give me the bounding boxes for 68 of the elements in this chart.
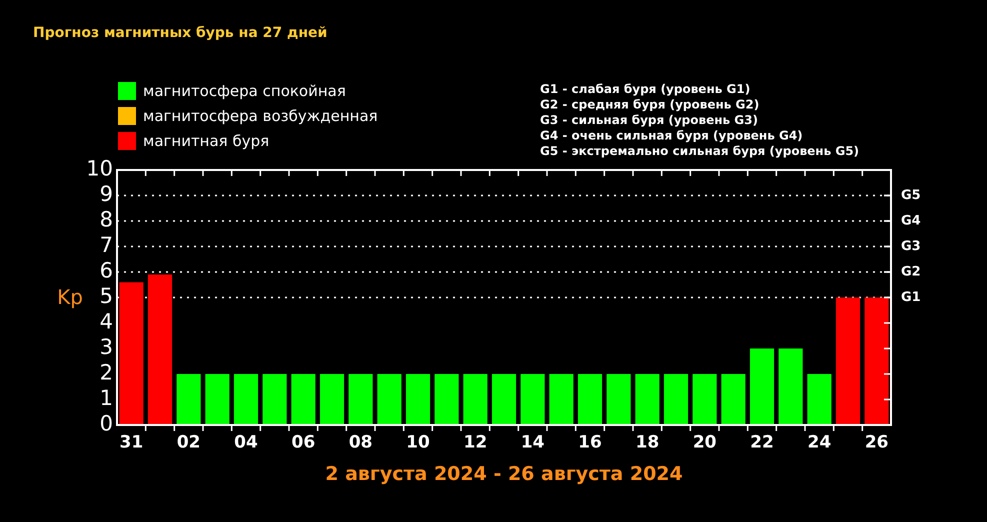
y-tick-label: 6 <box>100 258 113 282</box>
bar <box>234 374 258 425</box>
bar <box>864 298 889 425</box>
y-tick-label: 0 <box>100 411 113 436</box>
x-tick-label: 12 <box>463 432 488 453</box>
ref-line-label: G2 <box>901 264 921 280</box>
bar <box>836 298 860 425</box>
text: G3 - сильная буря (уровень G3) <box>540 113 758 127</box>
bar <box>721 374 746 425</box>
bar <box>750 348 774 425</box>
y-tick-label: 1 <box>100 386 113 410</box>
ref-line-label: G4 <box>901 213 921 228</box>
x-axis-title: 2 августа 2024 - 26 августа 2024 <box>325 463 683 485</box>
bar <box>549 374 574 425</box>
bar <box>205 374 230 425</box>
bar <box>434 374 459 425</box>
text: G1 - слабая буря (уровень G1) <box>540 82 750 96</box>
x-tick-label: 18 <box>635 432 660 453</box>
y-tick-label: 5 <box>100 284 113 308</box>
y-tick-label: 7 <box>100 232 113 257</box>
bar <box>492 374 516 425</box>
y-axis-title: Kp <box>57 285 83 309</box>
legend-label: магнитосфера спокойная <box>143 82 346 100</box>
bar <box>291 374 316 425</box>
y-tick-label: 4 <box>100 309 113 334</box>
x-tick-label: 08 <box>348 432 373 453</box>
legend-label: магнитная буря <box>143 132 270 150</box>
chart-title: Прогноз магнитных бурь на 27 дней <box>33 25 328 41</box>
bar <box>176 374 201 425</box>
bar <box>778 348 803 425</box>
bar <box>692 374 717 425</box>
bar <box>119 282 144 425</box>
text: G2 - средняя буря (уровень G2) <box>540 98 760 112</box>
y-tick-label: 2 <box>100 360 113 384</box>
text: G4 - очень сильная буря (уровень G4) <box>540 128 803 142</box>
ref-line-label: G3 <box>901 238 921 254</box>
x-tick-label: 06 <box>291 432 316 453</box>
x-tick-label: 02 <box>176 432 201 453</box>
bar <box>520 374 545 425</box>
x-tick-label: 24 <box>807 432 832 453</box>
bar <box>377 374 402 425</box>
bar <box>262 374 287 425</box>
bar <box>807 374 832 425</box>
y-tick-label: 10 <box>86 156 113 180</box>
x-tick-label: 22 <box>750 432 774 453</box>
ref-line-label: G5 <box>901 188 921 203</box>
x-tick-label: 14 <box>520 432 545 453</box>
x-tick-label: 31 <box>119 432 144 453</box>
bar <box>578 374 602 425</box>
ref-line-label: G1 <box>901 290 921 305</box>
x-tick-label: 16 <box>578 432 602 453</box>
bar <box>348 374 373 425</box>
x-tick-label: 10 <box>406 432 430 453</box>
y-tick-label: 3 <box>100 334 113 359</box>
legend-label: магнитосфера возбужденная <box>143 107 378 125</box>
text: G5 - экстремально сильная буря (уровень G5) <box>540 144 860 158</box>
bar <box>406 374 430 425</box>
bar <box>320 374 344 425</box>
bar <box>606 374 631 425</box>
bar <box>635 374 660 425</box>
y-tick-label: 8 <box>100 207 113 232</box>
x-tick-label: 04 <box>234 432 258 453</box>
y-tick-label: 9 <box>100 182 113 206</box>
bar <box>664 374 688 425</box>
x-tick-label: 26 <box>864 432 889 453</box>
bar <box>463 374 488 425</box>
x-tick-label: 20 <box>692 432 717 453</box>
bar <box>148 274 172 425</box>
